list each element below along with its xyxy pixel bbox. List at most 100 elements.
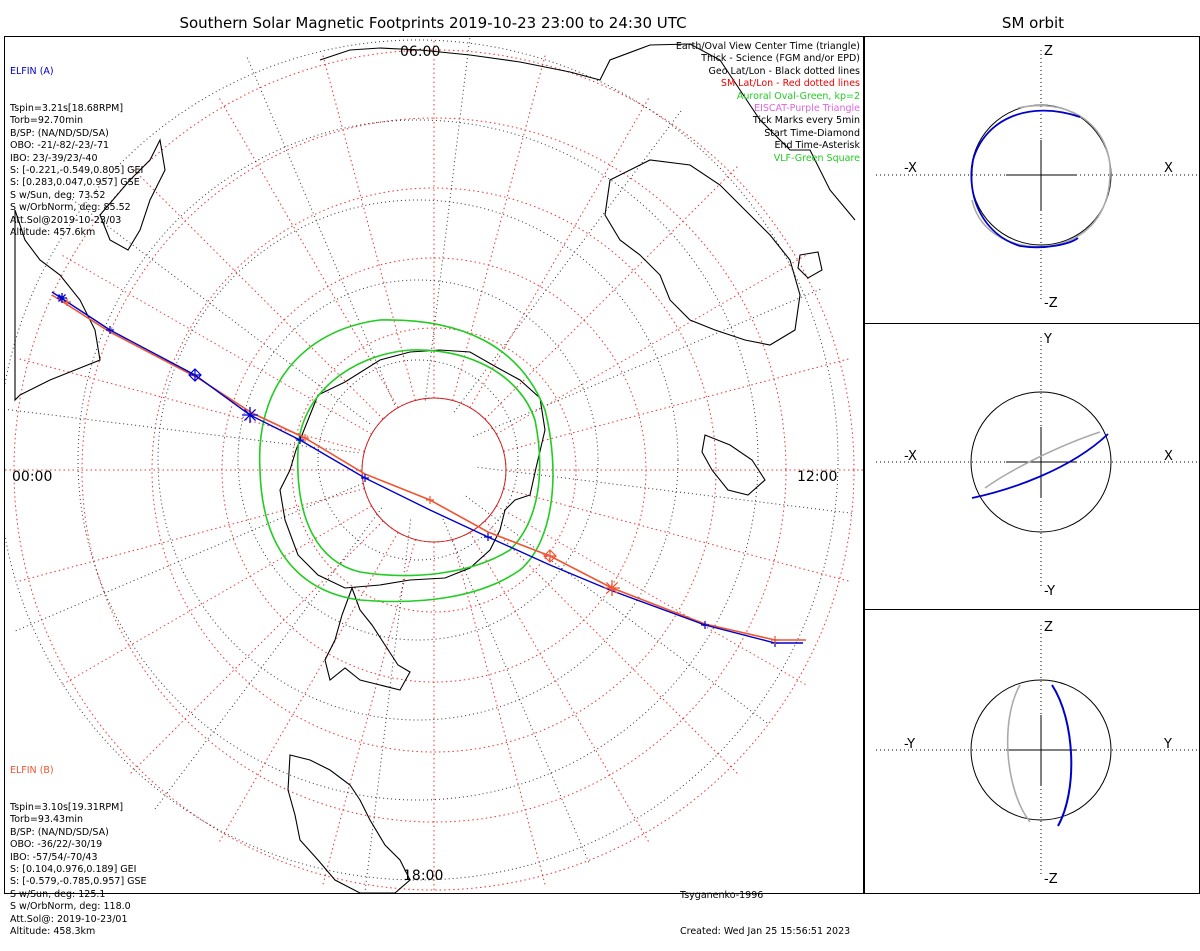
- geo-lat-circle: [5, 39, 839, 881]
- sm-lon-line: [18, 488, 365, 582]
- legend-entry: Geo Lat/Lon - Black dotted lines: [708, 65, 860, 77]
- sm-lon-line: [322, 539, 416, 886]
- elfin-b-tick: [426, 496, 434, 504]
- elfin-a-orbit-yz: [1051, 684, 1073, 827]
- elfin_b-line: Altitude: 458.3km: [10, 926, 96, 938]
- elfin-b-start-diamond: [543, 549, 557, 563]
- elfin-a-end-asterisk: [242, 407, 258, 423]
- geo-lon-line: [477, 466, 855, 515]
- elfin-b-end-asterisk: [604, 580, 620, 596]
- geo-lon-line: [364, 519, 412, 893]
- sm-lon-line: [322, 54, 416, 401]
- elfin_a-line: IBO: 23/-39/23/-40: [10, 152, 98, 164]
- elfin_b-line: Att.Sol@: 2019-10-23/01: [10, 913, 128, 925]
- elfin-a-tick: [484, 533, 492, 541]
- elfin_a-line: S: [0.283,0.047,0.957] GSE: [10, 177, 140, 189]
- legend-entry: Start Time-Diamond: [764, 127, 860, 139]
- elfin-a-tick: [701, 621, 709, 629]
- sm3-bottom-label: -Z: [1044, 872, 1058, 887]
- geo-lon-line: [465, 495, 770, 726]
- geo-lon-line: [424, 37, 471, 401]
- geo-lat-circle: [77, 119, 759, 801]
- sm1-top-label: Z: [1044, 44, 1053, 59]
- hour-label-bottom: 18:00: [403, 868, 444, 884]
- legend-entry: Tick Marks every 5min: [752, 115, 860, 127]
- sm-yz-plot: [876, 625, 1198, 875]
- geo-lon-line: [453, 108, 684, 413]
- elfin_a-line: Tspin=3.21s[18.68RPM]: [10, 103, 124, 115]
- elfin-a-tick: [106, 326, 114, 334]
- sm2-left-label: -X: [904, 449, 917, 464]
- sm-xz-plot: [876, 50, 1198, 300]
- elfin_a-line: Att.Sol@2019-10-23/03: [10, 214, 122, 226]
- geo-lon-line: [66, 194, 371, 425]
- elfin-a-lines: Tspin=3.21s[18.68RPM] Torb=92.70min B/SP: …: [10, 103, 143, 239]
- sm-lon-line: [218, 532, 399, 843]
- elfin_b-line: S: [0.104,0.976,0.189] GEI: [10, 864, 137, 876]
- elfin-a-orbit-xy: [971, 433, 1109, 499]
- sm3-top-label: Z: [1044, 620, 1053, 635]
- elfin_a-line: OBO: -21/-82/-23/-71: [10, 140, 110, 152]
- australia-coast: [604, 159, 801, 346]
- sm-lon-line: [503, 488, 850, 582]
- auroral-oval-outer: [258, 319, 554, 603]
- sm2-bottom-label: -Y: [1044, 584, 1056, 599]
- sm-lon-line: [452, 539, 546, 886]
- sm-xy-plot: [876, 337, 1198, 587]
- sm-lon-line: [61, 505, 372, 686]
- sm-lon-line: [129, 165, 384, 420]
- map-content: [5, 37, 863, 893]
- polar-footprint-map: [5, 37, 863, 893]
- elfin_a-line: Altitude: 457.6km: [10, 227, 96, 239]
- elfin-a-tick: [361, 474, 369, 482]
- geo-lon-line: [12, 482, 363, 633]
- elfin-a-tick: [296, 436, 304, 444]
- sm-lat-circle: [291, 327, 577, 613]
- sm3-right-label: Y: [1164, 737, 1172, 752]
- geo-lon-line: [5, 408, 359, 454]
- sm-panel-xz: [864, 36, 1200, 324]
- map-legend: Earth/Oval View Center Time (triangle) Th…: [676, 41, 860, 165]
- elfin-a-name: ELFIN (A): [10, 65, 54, 77]
- sm1-bottom-label: -Z: [1044, 296, 1058, 311]
- elfin_a-line: S w/OrbNorm, deg: 85.52: [10, 202, 131, 214]
- sm-lon-line: [218, 97, 399, 408]
- geo-lon-line: [245, 54, 396, 405]
- elfin-b-name: ELFIN (B): [10, 764, 54, 776]
- sm-panel-yz: [864, 609, 1200, 894]
- peninsula-coast: [324, 586, 411, 691]
- sm-lon-line: [496, 505, 807, 686]
- sm-orbit-plots: [876, 50, 1198, 875]
- geo-lat-circle: [317, 359, 519, 561]
- sm-lon-line: [452, 54, 546, 401]
- elfin-b-tick: [771, 636, 779, 644]
- asia-coast: [319, 43, 856, 221]
- elfin_b-line: Torb=93.43min: [10, 814, 84, 826]
- elfin_a-line: Torb=92.70min: [10, 115, 84, 127]
- auroral-oval-inner: [296, 349, 541, 577]
- earth-circle: [970, 391, 1112, 533]
- hour-label-left: 00:00: [12, 469, 53, 485]
- elfin_b-line: IBO: -57/54/-70/43: [10, 851, 98, 863]
- legend-entry: SM Lat/Lon - Red dotted lines: [720, 78, 860, 90]
- geo-lat-circle: [157, 199, 679, 721]
- geo-lon-line: [440, 515, 591, 866]
- polar-map-frame: [4, 36, 864, 894]
- sm-lon-line: [496, 254, 807, 435]
- earth-circle: [970, 679, 1112, 821]
- sm3-left-label: -Y: [904, 737, 916, 752]
- elfin_b-line: B/SP: (NA/ND/SD/SA): [10, 826, 109, 838]
- legend-entry: Earth/Oval View Center Time (triangle): [675, 41, 860, 52]
- africa-coast: [14, 209, 101, 402]
- elfin_b-line: S w/Sun, deg: 125.1: [10, 888, 106, 900]
- legend-entry: VLF-Green Square: [773, 152, 860, 164]
- sm-lon-line: [503, 358, 850, 452]
- legend-entry: End Time-Asterisk: [774, 140, 860, 152]
- geo-lon-line: [152, 507, 383, 812]
- sm1-right-label: X: [1164, 161, 1173, 176]
- elfin_a-line: S w/Sun, deg: 73.52: [10, 189, 106, 201]
- elfin-b-tick: [301, 434, 309, 442]
- elfin_a-line: S: [-0.221,-0.549,0.805] GEI: [10, 165, 144, 177]
- sm-lon-line: [469, 532, 650, 843]
- legend-entry: EISCAT-Purple Triangle: [754, 103, 860, 115]
